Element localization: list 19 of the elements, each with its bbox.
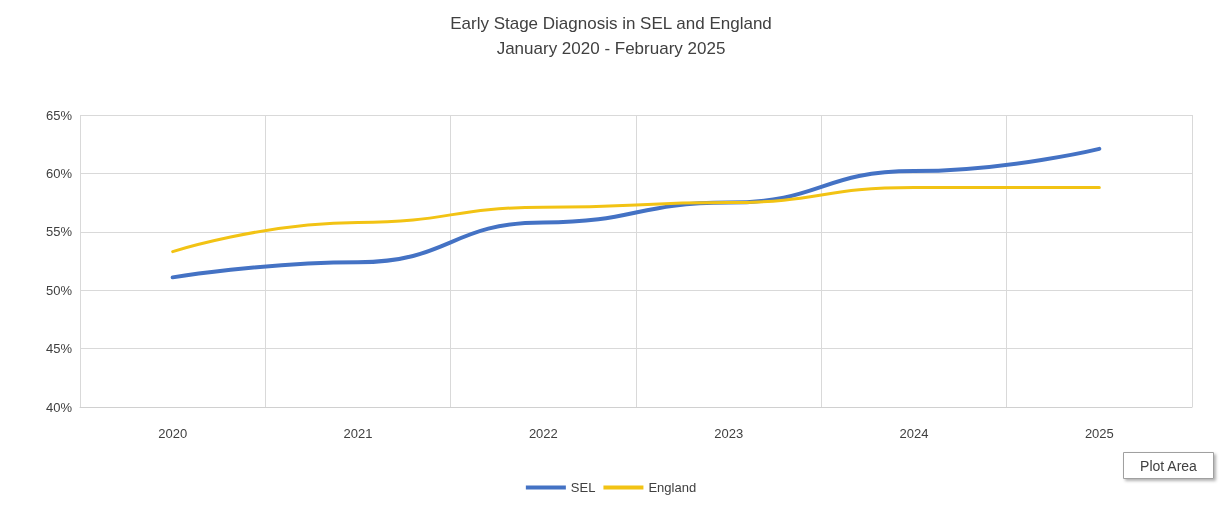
y-tick-label: 50% bbox=[45, 282, 73, 298]
x-tick-label: 2022 bbox=[528, 426, 558, 441]
legend-label: SEL bbox=[570, 480, 596, 495]
line-series bbox=[171, 185, 1101, 254]
y-tick-label: 60% bbox=[45, 165, 73, 181]
chart-subtitle: January 2020 - February 2025 bbox=[496, 39, 726, 58]
x-tick-label: 2021 bbox=[343, 426, 373, 441]
y-tick-label: 40% bbox=[45, 399, 73, 415]
line-series bbox=[170, 146, 1102, 280]
y-tick-label: 65% bbox=[45, 107, 73, 123]
x-tick-label: 2023 bbox=[714, 426, 744, 441]
chart-title: Early Stage Diagnosis in SEL and England bbox=[450, 14, 772, 33]
y-tick-label: 55% bbox=[45, 224, 73, 240]
x-tick-label: 2024 bbox=[899, 426, 929, 441]
legend-label: England bbox=[648, 480, 697, 495]
x-tick-label: 2020 bbox=[158, 426, 188, 441]
text: Plot Area bbox=[1140, 457, 1198, 474]
y-tick-label: 45% bbox=[45, 341, 73, 357]
x-tick-label: 2025 bbox=[1084, 426, 1114, 441]
